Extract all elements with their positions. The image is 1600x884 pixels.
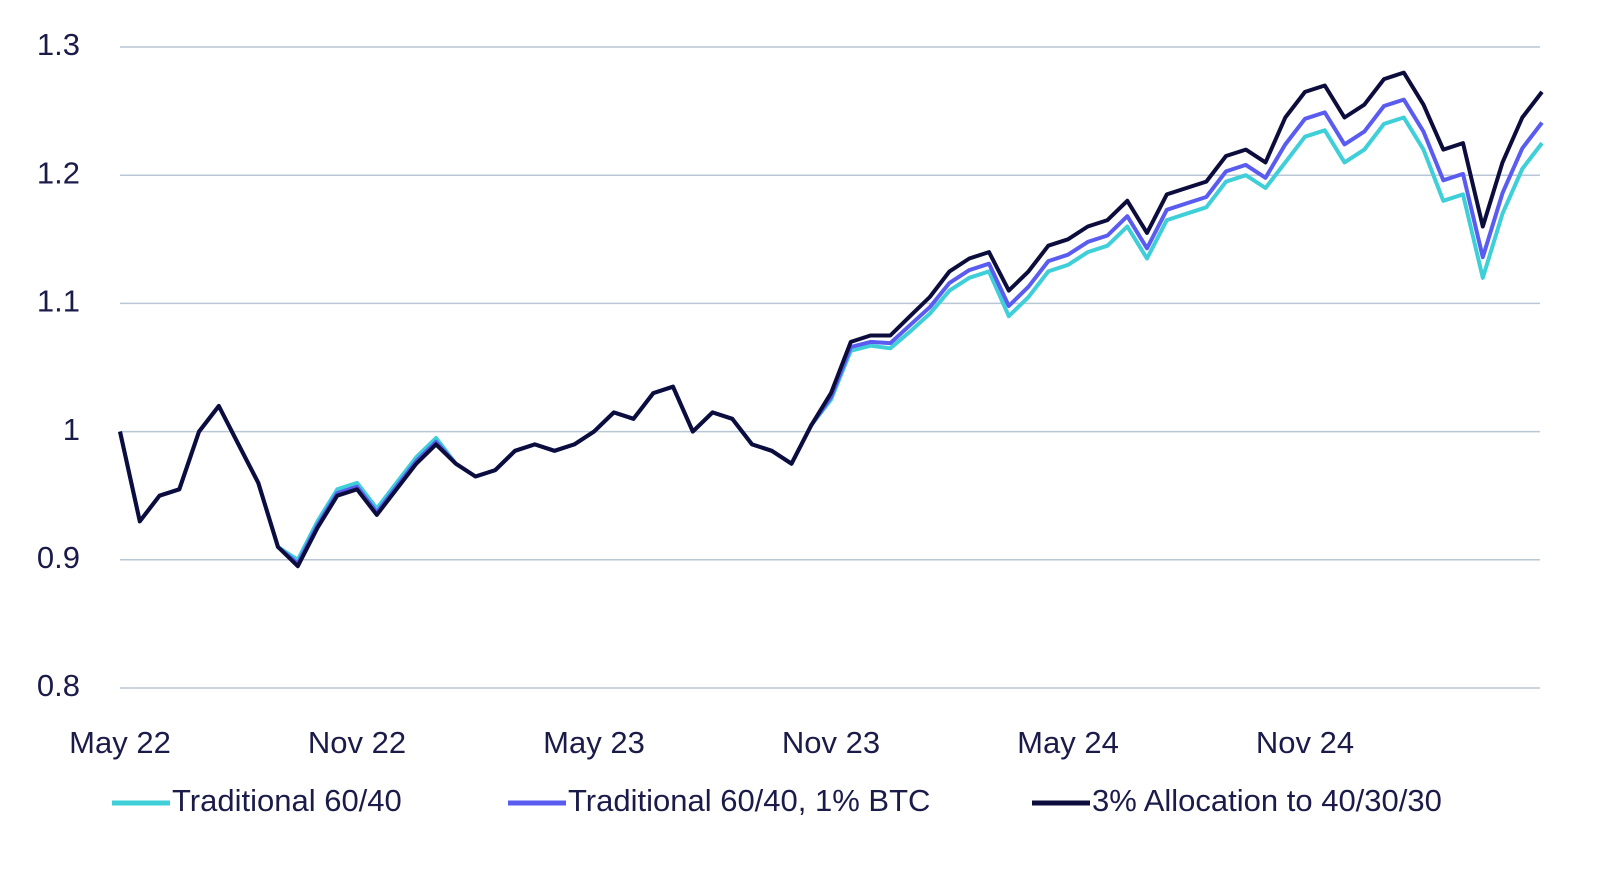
x-tick-label: Nov 22: [308, 725, 406, 760]
x-tick-label: May 23: [543, 725, 645, 760]
legend-label: Traditional 60/40: [172, 783, 402, 818]
y-tick-label: 0.8: [37, 668, 80, 703]
series-line: [118, 70, 1544, 569]
y-tick-label: 1: [63, 412, 80, 447]
x-tick-label: Nov 24: [1256, 725, 1354, 760]
y-tick-label: 0.9: [37, 540, 80, 575]
y-tick-label: 1.2: [37, 155, 80, 190]
y-tick-label: 1.3: [37, 27, 80, 62]
x-tick-label: May 22: [69, 725, 171, 760]
x-tick-label: May 24: [1017, 725, 1119, 760]
y-tick-label: 1.1: [37, 284, 80, 319]
legend-label: 3% Allocation to 40/30/30: [1092, 783, 1442, 818]
legend-label: Traditional 60/40, 1% BTC: [568, 783, 930, 818]
series-line: [118, 115, 1544, 562]
x-tick-label: Nov 23: [782, 725, 880, 760]
series-line: [118, 97, 1544, 566]
